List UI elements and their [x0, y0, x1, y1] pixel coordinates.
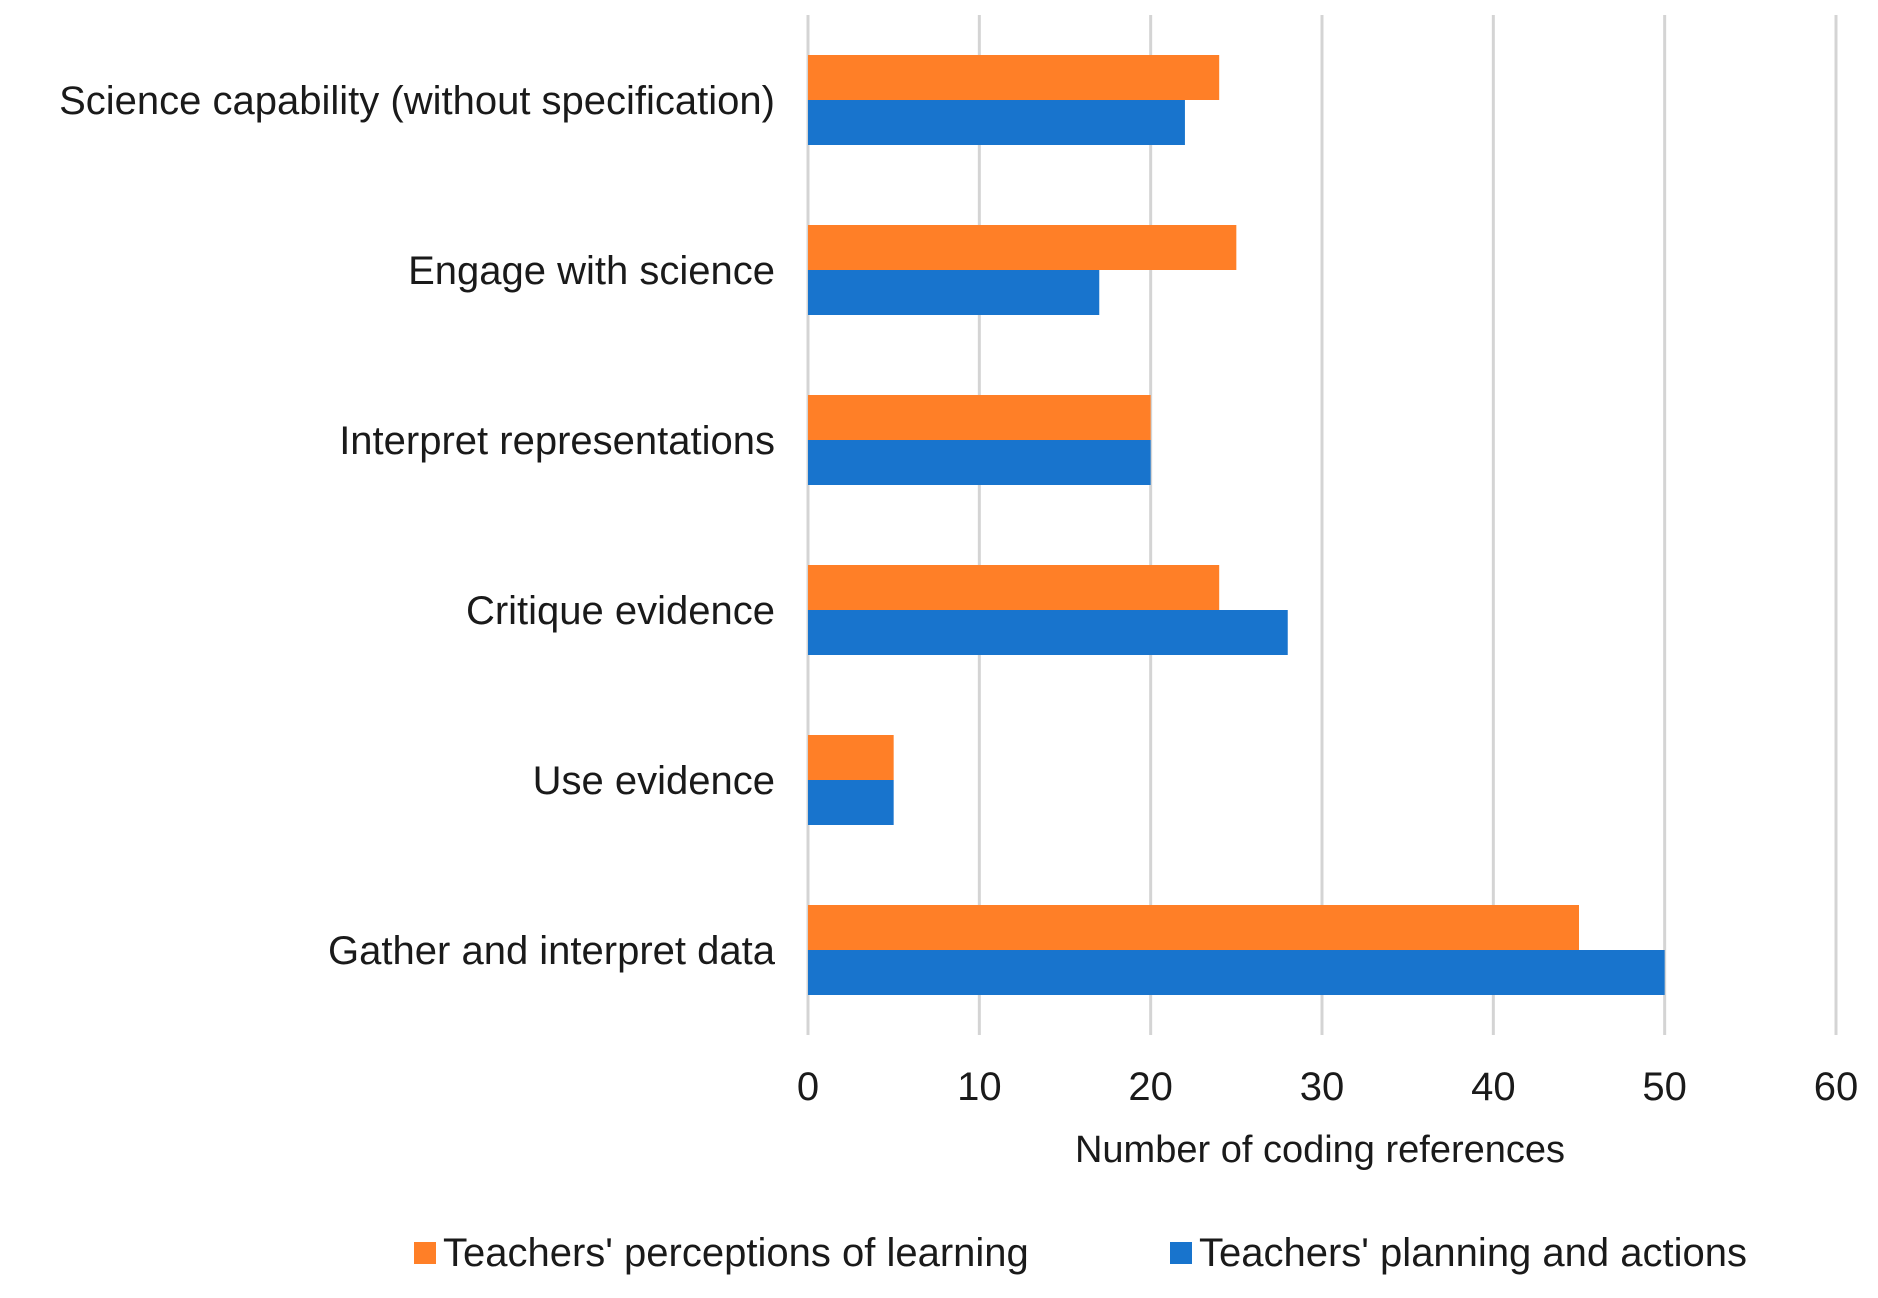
- x-tick-label: 50: [1642, 1065, 1687, 1109]
- legend-label-1: Teachers' planning and actions: [1199, 1231, 1747, 1275]
- bar-perceptions-1: [808, 225, 1237, 270]
- category-label: Critique evidence: [466, 589, 775, 633]
- x-tick-label: 60: [1814, 1065, 1859, 1109]
- x-tick-label: 10: [957, 1065, 1002, 1109]
- bar-perceptions-4: [808, 735, 894, 780]
- x-tick-labels: 0 10 20 30 40 50 60: [797, 1065, 1858, 1109]
- x-axis-title: Number of coding references: [1075, 1129, 1565, 1171]
- legend-label-0: Teachers' perceptions of learning: [443, 1231, 1029, 1275]
- legend: Teachers' perceptions of learning Teacher…: [414, 1231, 1747, 1275]
- bar-planning-5: [808, 950, 1665, 995]
- bars: [808, 55, 1665, 995]
- legend-swatch-0: [414, 1242, 436, 1264]
- bar-planning-0: [808, 100, 1185, 145]
- category-label: Interpret representations: [339, 419, 775, 463]
- bar-planning-4: [808, 780, 894, 825]
- bar-perceptions-5: [808, 905, 1579, 950]
- x-tick-label: 40: [1471, 1065, 1516, 1109]
- x-tick-label: 30: [1300, 1065, 1345, 1109]
- category-label: Engage with science: [408, 249, 775, 293]
- category-labels: Science capability (without specificatio…: [59, 79, 776, 973]
- category-label: Science capability (without specificatio…: [59, 79, 775, 123]
- bar-planning-2: [808, 440, 1151, 485]
- bar-planning-1: [808, 270, 1100, 315]
- legend-swatch-1: [1170, 1242, 1192, 1264]
- bar-perceptions-2: [808, 395, 1151, 440]
- x-tick-label: 0: [797, 1065, 819, 1109]
- grid-lines: [806, 15, 1838, 1035]
- bar-perceptions-3: [808, 565, 1220, 610]
- category-label: Gather and interpret data: [328, 929, 776, 973]
- bar-planning-3: [808, 610, 1288, 655]
- bar-perceptions-0: [808, 55, 1220, 100]
- category-label: Use evidence: [533, 759, 775, 803]
- x-tick-label: 20: [1128, 1065, 1173, 1109]
